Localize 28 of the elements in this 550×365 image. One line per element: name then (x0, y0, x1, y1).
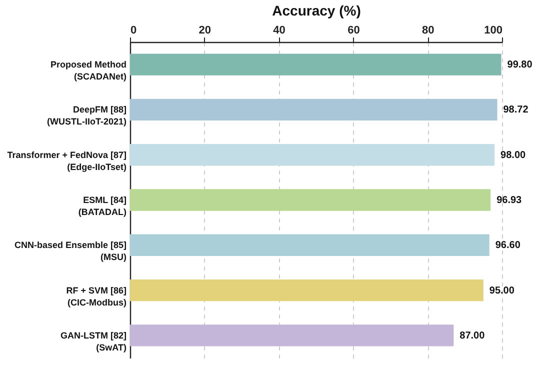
y-tick-label: ESML [84] (BATADAL) (78, 195, 126, 217)
data-label: 96.60 (495, 240, 521, 252)
x-tick-label: 60 (348, 24, 360, 36)
y-tick-label: DeepFM [88] (WUSTL-IIoT-2021) (46, 104, 126, 127)
x-tick-label: 80 (422, 24, 434, 36)
y-tick-label: CNN-based Ensemble [85] (MSU) (14, 240, 126, 262)
x-tick-label: 0 (130, 24, 137, 36)
data-label: 98.00 (500, 150, 526, 161)
x-tick-label: 100 (484, 24, 502, 36)
bar (130, 234, 490, 256)
x-tick-label: 40 (273, 24, 286, 36)
y-tick-label: GAN-LSTM [82] (SwAT) (60, 330, 126, 352)
x-axis-title: Accuracy (%) (272, 2, 361, 18)
bar (130, 324, 454, 346)
data-label: 96.93 (496, 195, 522, 206)
y-tick-label: RF + SVM [86] (CIC-Modbus) (66, 285, 126, 308)
bar (130, 54, 502, 76)
data-label: 98.72 (503, 104, 529, 116)
y-tick-label: Proposed Method (SCADANet) (50, 60, 126, 82)
data-label: 87.00 (460, 330, 486, 342)
data-label: 99.80 (507, 60, 533, 71)
x-tick-label: 20 (198, 24, 212, 36)
bar (130, 98, 498, 121)
data-label: 95.00 (489, 285, 515, 296)
y-tick-label: Transformer + FedNova [87] (Edge-IIoTset) (7, 150, 126, 172)
bar (130, 144, 495, 166)
bar (130, 279, 484, 302)
bar (130, 189, 491, 211)
